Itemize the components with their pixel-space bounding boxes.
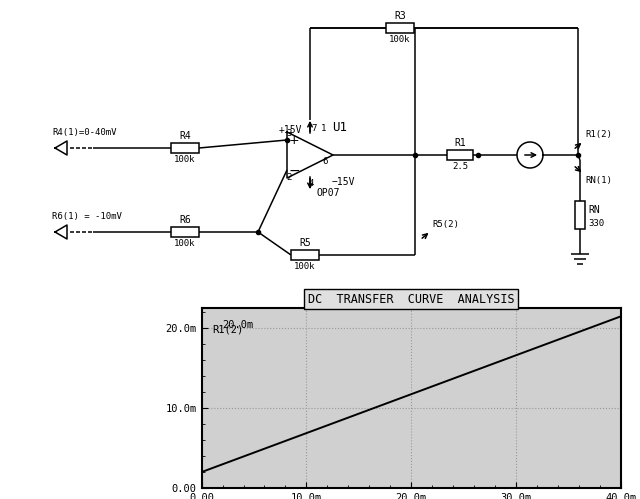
Text: 330: 330 bbox=[588, 219, 604, 228]
Text: R6: R6 bbox=[179, 215, 191, 225]
Text: 100k: 100k bbox=[174, 155, 196, 164]
Text: 2: 2 bbox=[286, 173, 292, 182]
Text: 1: 1 bbox=[321, 123, 326, 133]
Text: 4: 4 bbox=[308, 180, 314, 189]
Text: −: − bbox=[288, 164, 300, 178]
Text: R5(2): R5(2) bbox=[433, 220, 460, 229]
Text: R6(1) = -10mV: R6(1) = -10mV bbox=[52, 212, 122, 221]
Text: 3: 3 bbox=[286, 129, 292, 138]
Text: 20.0m: 20.0m bbox=[223, 320, 254, 330]
Text: 7: 7 bbox=[311, 123, 317, 133]
Text: OP07: OP07 bbox=[316, 188, 340, 198]
Text: U1: U1 bbox=[332, 120, 347, 134]
Text: +15V: +15V bbox=[278, 125, 301, 135]
Bar bbox=[291, 250, 319, 260]
Text: R1: R1 bbox=[454, 138, 466, 148]
Text: 100k: 100k bbox=[389, 35, 411, 44]
Text: R4: R4 bbox=[179, 131, 191, 141]
Text: R1(2): R1(2) bbox=[212, 324, 243, 334]
Text: R4(1)=0-40mV: R4(1)=0-40mV bbox=[52, 128, 116, 137]
Title: DC  TRANSFER  CURVE  ANALYSIS: DC TRANSFER CURVE ANALYSIS bbox=[308, 293, 515, 306]
Bar bbox=[447, 150, 473, 160]
Text: 6: 6 bbox=[323, 158, 328, 167]
Text: +: + bbox=[289, 135, 300, 148]
Text: 100k: 100k bbox=[174, 239, 196, 248]
Bar bbox=[386, 23, 414, 33]
Text: RN(1): RN(1) bbox=[586, 176, 612, 185]
Text: R3: R3 bbox=[394, 11, 406, 21]
Text: R1(2): R1(2) bbox=[586, 130, 612, 139]
Bar bbox=[575, 201, 585, 229]
Text: 2.5: 2.5 bbox=[452, 162, 468, 171]
Text: −15V: −15V bbox=[332, 177, 355, 187]
Bar bbox=[171, 143, 199, 153]
Text: 100k: 100k bbox=[294, 262, 316, 271]
Bar bbox=[171, 227, 199, 237]
Text: R5: R5 bbox=[299, 238, 311, 248]
Text: RN: RN bbox=[588, 205, 600, 215]
